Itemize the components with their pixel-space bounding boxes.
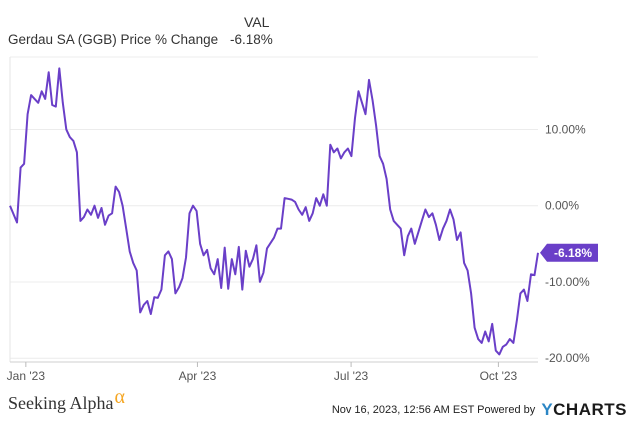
timestamp: Nov 16, 2023, 12:56 AM EST [331, 404, 475, 416]
y-tick-label: 10.00% [545, 122, 586, 136]
x-tick-label: Jan '23 [7, 369, 46, 383]
y-tick-label: -10.00% [545, 275, 590, 289]
legend-series-value: -6.18% [230, 32, 273, 47]
powered-by-text: Powered by [477, 404, 536, 416]
brand-name: Seeking Alpha [8, 393, 114, 413]
x-tick-label: Oct '23 [480, 369, 518, 383]
chart-legend: VAL Gerdau SA (GGB) Price % Change -6.18… [8, 10, 308, 50]
series-line-group [9, 67, 539, 356]
seeking-alpha-logo: Seeking Alphaα [8, 386, 125, 415]
y-tick-label: 0.00% [545, 199, 579, 213]
x-axis-ticks: Jan '23 Apr '23 Jul '23 Oct '23 [7, 362, 518, 383]
ycharts-logo-text: CHARTS [553, 400, 627, 419]
footer-credit: Nov 16, 2023, 12:56 AM EST Powered by YC… [332, 400, 627, 420]
end-value-label: -6.18% [554, 246, 592, 260]
alpha-symbol: α [114, 386, 125, 408]
legend-series-name: Gerdau SA (GGB) Price % Change [8, 32, 219, 47]
grid-lines [10, 56, 538, 359]
legend-column-header: VAL [244, 14, 270, 30]
end-value-label-group: -6.18% [540, 243, 598, 262]
end-value-label-bg [540, 243, 598, 262]
series-line [9, 67, 539, 356]
y-tick-label: -20.00% [545, 351, 590, 365]
axes [9, 57, 538, 363]
ycharts-logo-mark: Y [541, 400, 554, 419]
x-tick-label: Apr '23 [179, 369, 217, 383]
ycharts-logo: YCHARTS [541, 400, 627, 419]
x-tick-label: Jul '23 [334, 369, 369, 383]
y-axis-ticks: 10.00% 0.00% -10.00% -20.00% [545, 122, 590, 365]
